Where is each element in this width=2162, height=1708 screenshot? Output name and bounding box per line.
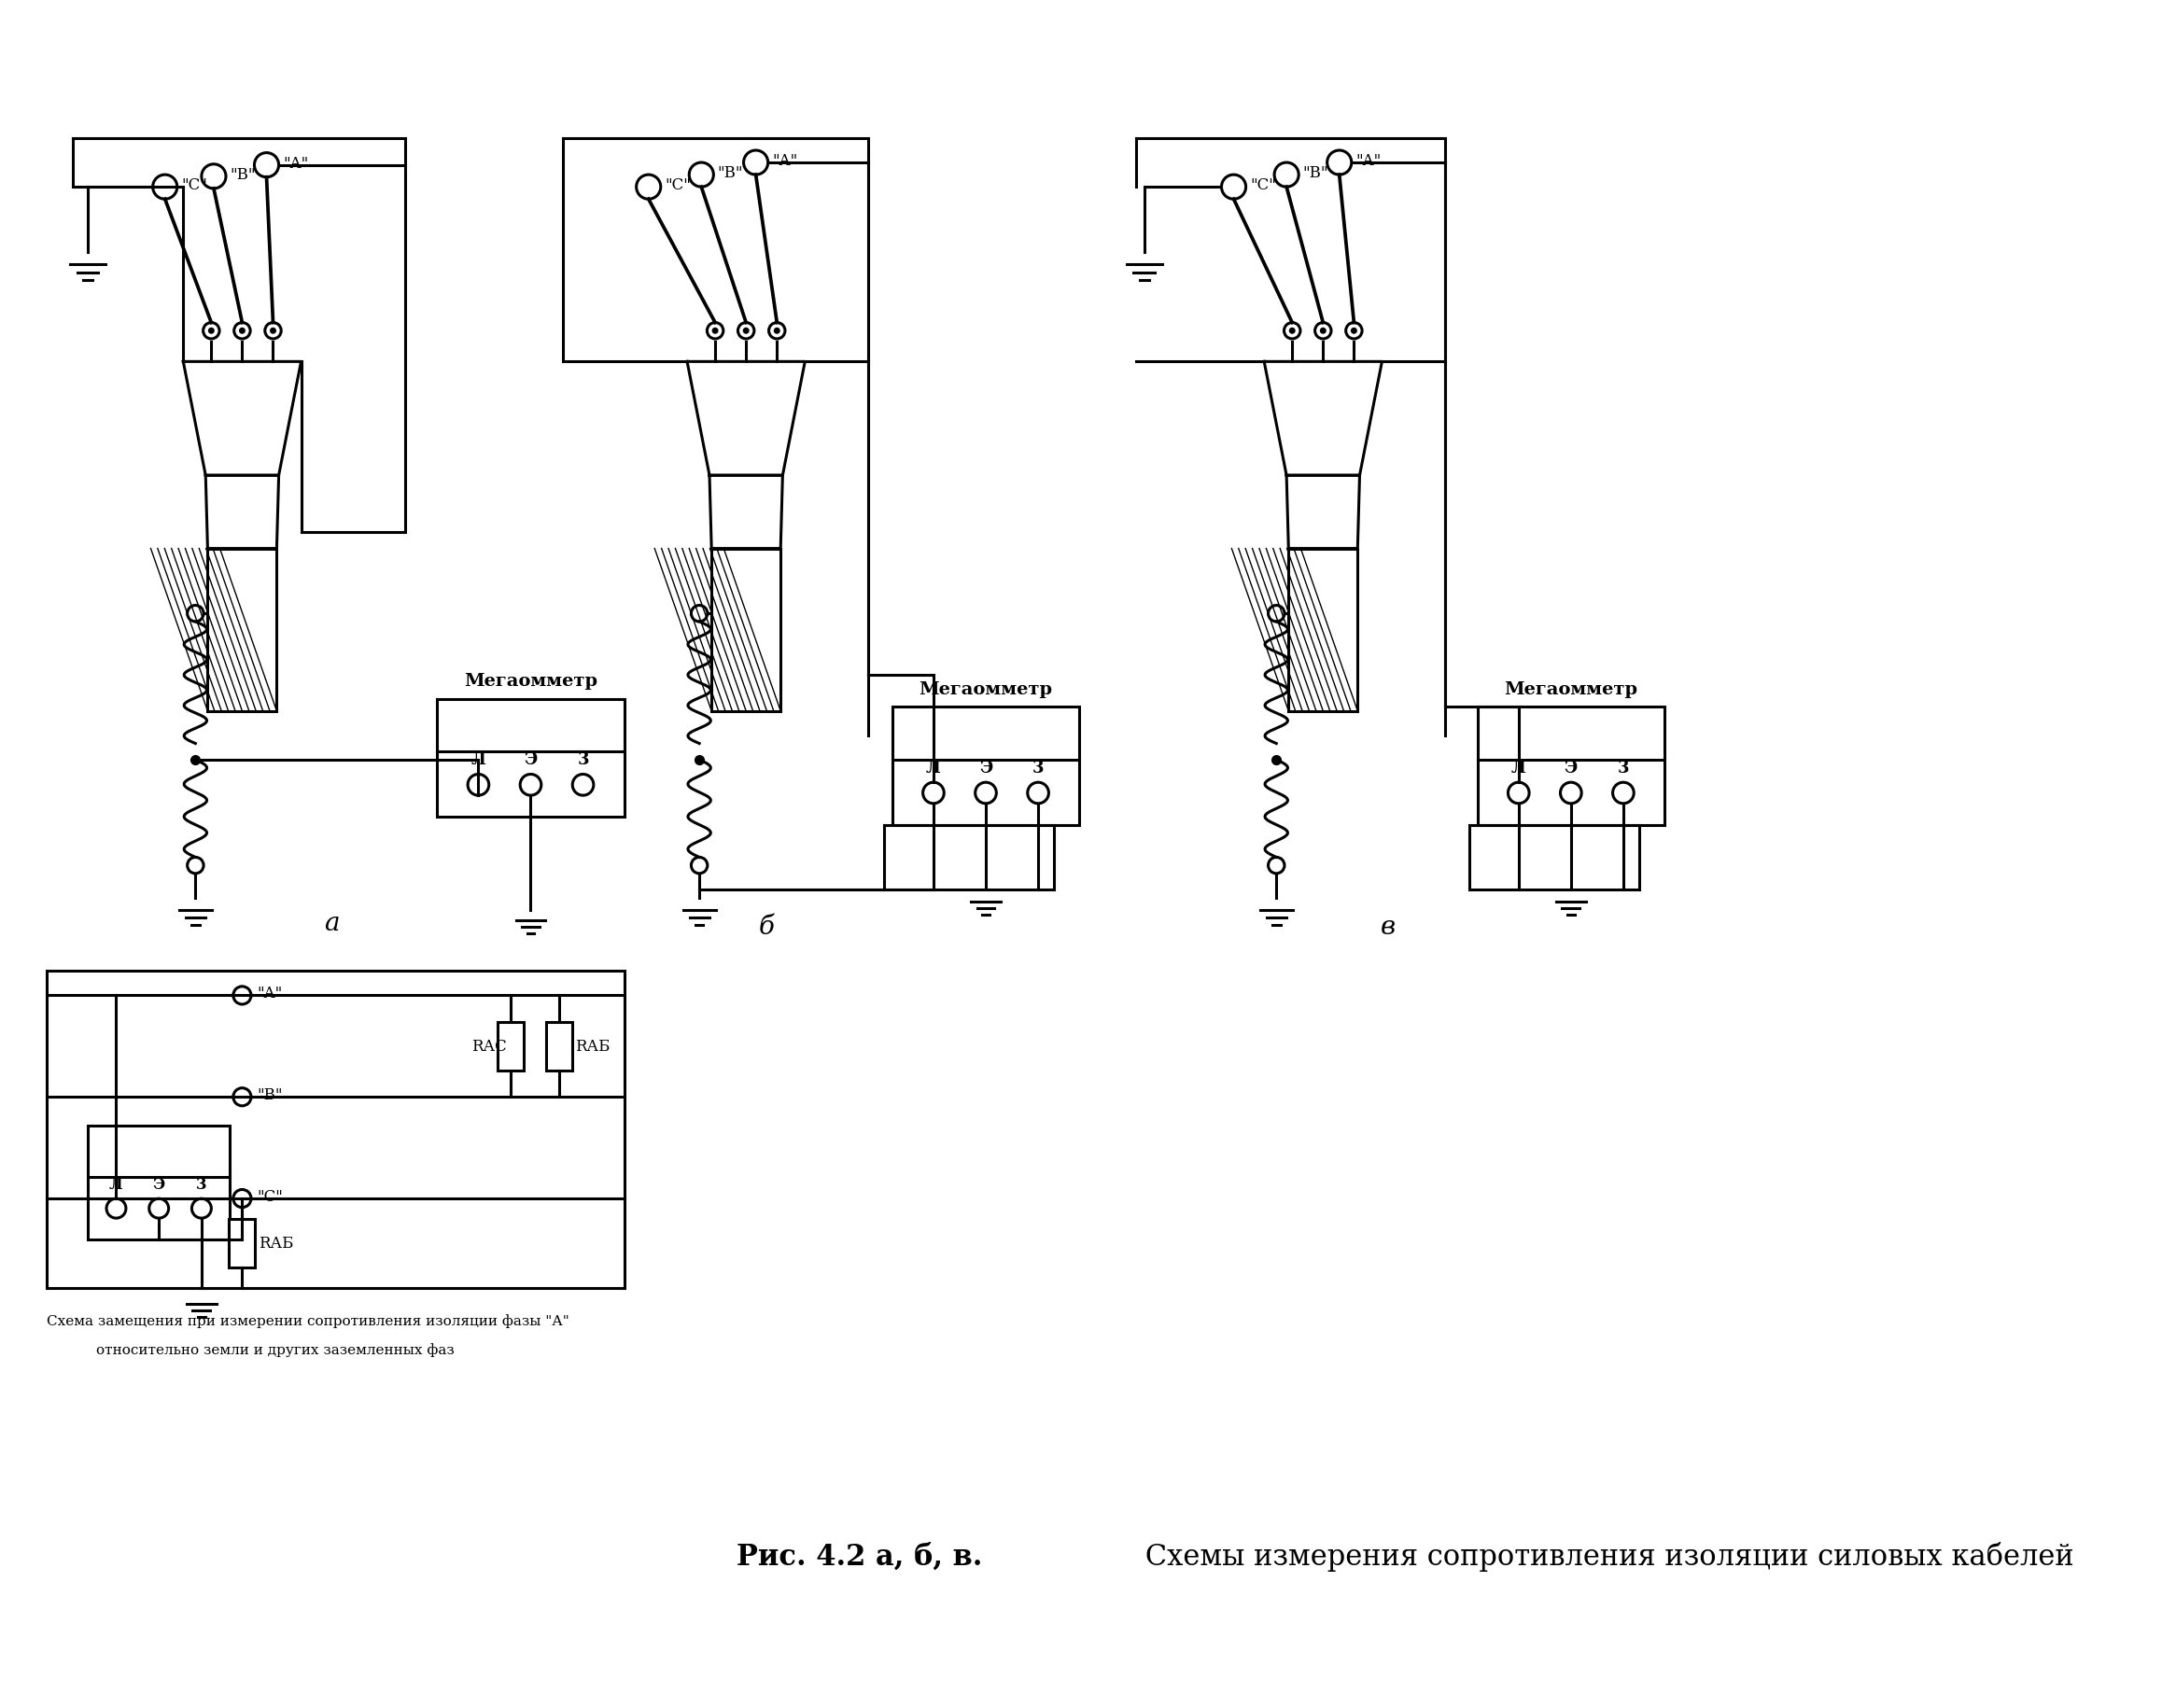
Bar	[1477, 707, 1665, 825]
Text: "B": "B"	[229, 167, 255, 183]
Circle shape	[1314, 323, 1332, 340]
Text: Схемы измерения сопротивления изоляции силовых кабелей: Схемы измерения сопротивления изоляции с…	[1137, 1541, 2073, 1571]
Text: "C": "C"	[1250, 178, 1276, 193]
Text: "A": "A"	[257, 986, 283, 1001]
Circle shape	[208, 328, 214, 335]
Circle shape	[744, 328, 750, 335]
Text: относительно земли и других заземленных фаз: относительно земли и других заземленных …	[95, 1342, 454, 1356]
Text: "B": "B"	[1304, 166, 1327, 181]
Text: Л: Л	[925, 758, 940, 775]
Text: "C": "C"	[182, 178, 208, 193]
Circle shape	[707, 323, 724, 340]
Text: 3: 3	[197, 1177, 208, 1192]
Text: RАС: RАС	[471, 1038, 506, 1054]
Text: Л: Л	[471, 752, 486, 767]
Text: 3: 3	[1031, 758, 1044, 775]
Text: "C": "C"	[664, 178, 692, 193]
Text: Л: Л	[1511, 758, 1526, 775]
Text: Мегаомметр: Мегаомметр	[1505, 681, 1637, 697]
Text: Рис. 4.2 а, б, в.: Рис. 4.2 а, б, в.	[737, 1542, 984, 1571]
Bar	[89, 1126, 229, 1240]
Circle shape	[711, 328, 718, 335]
Circle shape	[1351, 328, 1358, 335]
Text: Э: Э	[979, 758, 992, 775]
Text: Л: Л	[110, 1177, 123, 1192]
Circle shape	[1289, 328, 1295, 335]
Circle shape	[270, 328, 277, 335]
Circle shape	[774, 328, 780, 335]
Circle shape	[737, 323, 755, 340]
Bar	[208, 548, 277, 712]
Text: "A": "A"	[772, 154, 798, 169]
Bar	[48, 972, 625, 1288]
Text: 3: 3	[577, 752, 588, 767]
Circle shape	[1319, 328, 1325, 335]
Text: Э: Э	[1565, 758, 1578, 775]
Text: "A": "A"	[283, 155, 309, 171]
Text: "B": "B"	[718, 166, 744, 181]
Text: "C": "C"	[257, 1189, 283, 1204]
Text: "A": "A"	[1356, 154, 1382, 169]
Text: "B": "B"	[257, 1086, 283, 1103]
Bar	[1289, 548, 1358, 712]
Circle shape	[770, 323, 785, 340]
Bar	[893, 707, 1079, 825]
Circle shape	[1284, 323, 1299, 340]
Circle shape	[1345, 323, 1362, 340]
Bar	[497, 1021, 523, 1071]
Bar	[711, 548, 780, 712]
Text: Э: Э	[523, 752, 538, 767]
Circle shape	[233, 323, 251, 340]
Text: а: а	[324, 910, 339, 936]
Bar	[547, 1021, 573, 1071]
Text: б: б	[759, 914, 774, 939]
Bar	[437, 699, 625, 816]
Bar	[229, 1220, 255, 1267]
Circle shape	[240, 328, 246, 335]
Text: Схема замещения при измерении сопротивления изоляции фазы "А": Схема замещения при измерении сопротивле…	[48, 1313, 569, 1327]
Circle shape	[203, 323, 218, 340]
Text: 3: 3	[1617, 758, 1630, 775]
Text: Мегаомметр: Мегаомметр	[919, 681, 1053, 697]
Text: RАБ: RАБ	[575, 1038, 610, 1054]
Circle shape	[266, 323, 281, 340]
Text: Мегаомметр: Мегаомметр	[465, 673, 597, 690]
Text: Э: Э	[154, 1177, 164, 1192]
Text: в: в	[1382, 914, 1397, 939]
Text: RАБ: RАБ	[259, 1235, 294, 1252]
